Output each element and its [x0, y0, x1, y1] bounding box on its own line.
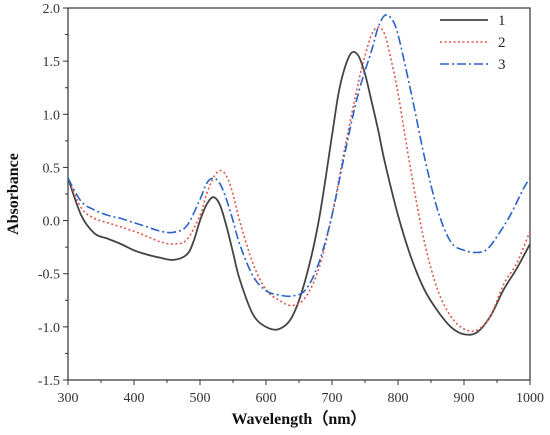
- x-tick-label: 300: [58, 391, 79, 406]
- y-tick-label: 0.0: [43, 215, 61, 230]
- x-axis: 300 400 500 600 700 800 900 1000: [58, 380, 544, 406]
- y-tick-label: 0.5: [43, 161, 61, 176]
- series-line-2: [67, 26, 531, 333]
- x-axis-title: Wavelength（nm）: [231, 410, 366, 428]
- x-tick-label: 900: [454, 391, 475, 406]
- series-line-1: [67, 50, 531, 336]
- y-tick-label: 1.5: [43, 55, 61, 70]
- legend-label-1: 1: [498, 13, 506, 29]
- x-tick-label: 500: [190, 391, 211, 406]
- y-tick-label: 2.0: [43, 2, 61, 17]
- y-tick-label: -1.0: [38, 321, 60, 336]
- series-group: [67, 14, 531, 336]
- y-axis-title: Absorbance: [5, 153, 22, 235]
- series-line-3: [67, 14, 531, 298]
- legend-label-3: 3: [498, 57, 506, 73]
- y-axis: -1.5 -1.0 -0.5 0.0 0.5 1.0 1.5 2.0: [38, 2, 68, 389]
- legend: 1 2 3: [440, 13, 506, 73]
- legend-label-2: 2: [498, 35, 506, 51]
- x-tick-label: 700: [322, 391, 343, 406]
- y-tick-label: -0.5: [38, 268, 60, 283]
- y-tick-label: 1.0: [43, 108, 61, 123]
- x-tick-label: 800: [388, 391, 409, 406]
- x-tick-label: 1000: [516, 391, 544, 406]
- x-tick-label: 400: [124, 391, 145, 406]
- x-tick-label: 600: [256, 391, 277, 406]
- y-tick-label: -1.5: [38, 374, 60, 389]
